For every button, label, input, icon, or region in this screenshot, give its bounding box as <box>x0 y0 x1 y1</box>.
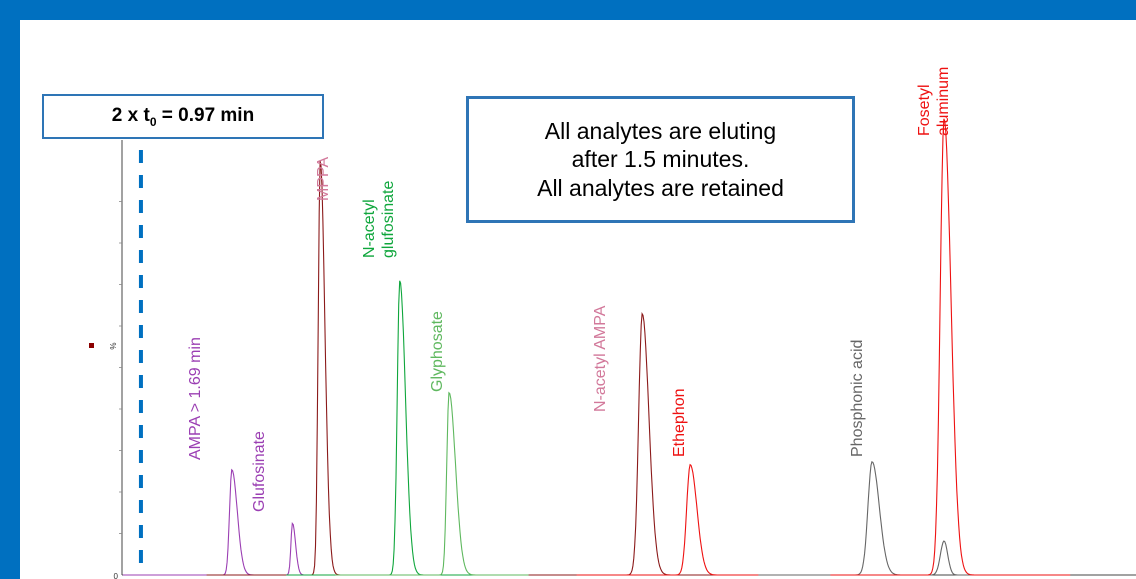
peak-trace-3 <box>286 280 527 576</box>
peak-trace-2 <box>206 160 447 576</box>
peak-label-7-0: Phosphonic acid <box>849 340 866 457</box>
t0-suffix: = 0.97 min <box>156 104 255 126</box>
peak-label-3-1: glufosinate <box>380 181 397 258</box>
y-tick-label: 0 <box>114 572 119 579</box>
peak-label-8-1: aluminum <box>935 67 952 136</box>
peak-trace-1 <box>178 521 419 576</box>
peak-trace-7 <box>758 460 999 576</box>
peak-label-3-0: N-acetyl <box>361 199 378 258</box>
trace-marker <box>89 343 94 348</box>
peak-label-8-0: Fosetyl <box>916 84 933 136</box>
t0-prefix: 2 x t <box>111 104 150 126</box>
t0-callout-box: 2 x t0 = 0.97 min <box>42 94 324 139</box>
peak-label-5-0: N-acetyl AMPA <box>592 305 609 412</box>
note-line-2: after 1.5 minutes. <box>571 146 750 173</box>
y-axis-label: % <box>109 342 118 349</box>
peak-label-6-0: Ethephon <box>671 388 688 457</box>
peak-trace-5 <box>528 312 769 576</box>
peak-label-4-0: Glyphosate <box>429 311 446 392</box>
peak-trace-8 <box>830 118 1071 576</box>
peak-label-0-0: AMPA > 1.69 min <box>187 337 204 460</box>
note-line-1: All analytes are eluting <box>544 118 777 145</box>
peak-label-1-0: Glufosinate <box>251 431 268 512</box>
peak-trace-6 <box>576 463 817 576</box>
t0-subscript: 0 <box>149 114 157 129</box>
note-callout-box: All analytes are eluting after 1.5 minut… <box>466 96 855 223</box>
peak-trace-4 <box>335 391 576 576</box>
peak-trace-0 <box>122 468 359 576</box>
note-line-3: All analytes are retained <box>537 174 784 201</box>
peak-label-2-0: MPPA <box>315 157 332 201</box>
